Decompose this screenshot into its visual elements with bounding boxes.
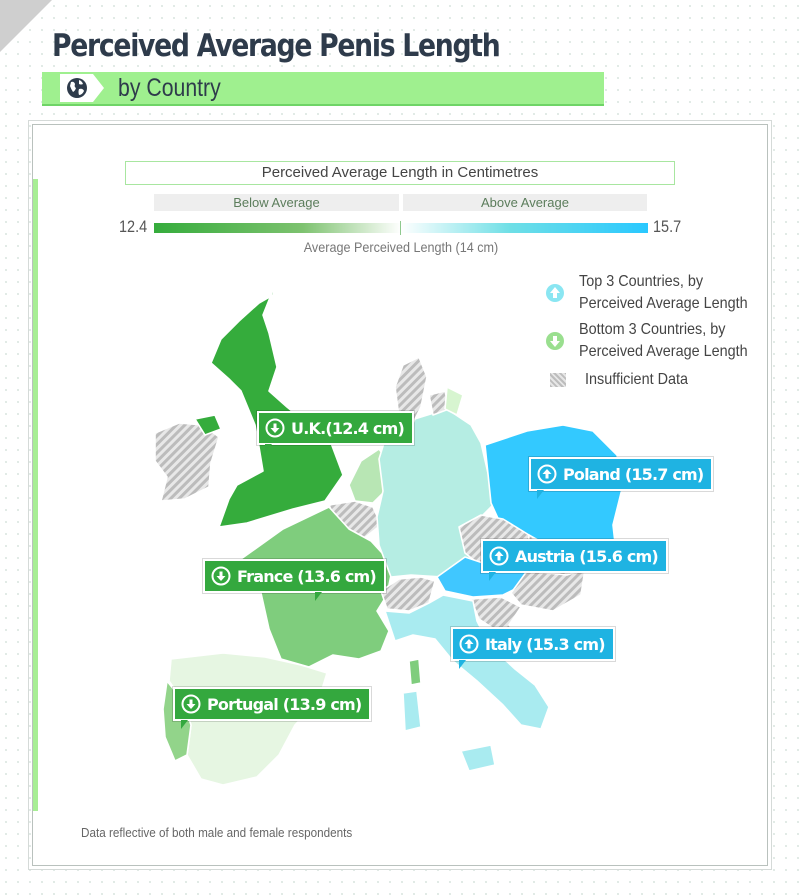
arrow-down-circle-icon bbox=[546, 332, 564, 350]
country-denmark bbox=[394, 356, 428, 424]
callout-italy-label: Italy (15.3 cm) bbox=[485, 634, 606, 654]
arrow-down-circle-icon bbox=[211, 566, 231, 586]
average-caption: Average Perceived Length (14 cm) bbox=[303, 239, 499, 255]
page-title: Perceived Average Penis Length bbox=[52, 28, 501, 64]
globe-icon bbox=[67, 78, 87, 98]
legend-insufficient-label: Insufficient Data bbox=[585, 371, 688, 388]
callout-italy: Italy (15.3 cm) bbox=[451, 627, 615, 669]
corsica bbox=[408, 658, 422, 686]
legend-top3-line2: Perceived Average Length bbox=[579, 295, 748, 312]
callout-austria: Austria (15.6 cm) bbox=[481, 539, 668, 581]
color-scale-bar bbox=[154, 223, 648, 233]
europe-map bbox=[154, 274, 624, 786]
arrow-down-circle-icon bbox=[265, 418, 285, 438]
legend-title: Perceived Average Length in Centimetres bbox=[125, 161, 675, 185]
legend-bottom3-line2: Perceived Average Length bbox=[579, 343, 748, 360]
legend-top3: Top 3 Countries, by Perceived Average Len… bbox=[545, 271, 766, 315]
callout-france: France (13.6 cm) bbox=[203, 559, 386, 601]
country-italy bbox=[384, 594, 550, 730]
callout-uk: U.K.(12.4 cm) bbox=[257, 411, 414, 453]
legend-bottom3-line1: Bottom 3 Countries, by bbox=[579, 321, 726, 338]
above-average-label: Above Average bbox=[403, 194, 647, 211]
country-uk bbox=[210, 274, 344, 528]
arrow-up-circle-icon bbox=[537, 464, 557, 484]
arrow-up-circle-icon bbox=[489, 546, 509, 566]
arrow-up-circle-icon bbox=[546, 284, 564, 302]
callout-poland-label: Poland (15.7 cm) bbox=[563, 464, 704, 484]
callout-austria-label: Austria (15.6 cm) bbox=[515, 546, 659, 566]
callout-portugal: Portugal (13.9 cm) bbox=[173, 687, 372, 729]
country-ireland bbox=[154, 422, 220, 502]
country-hungary bbox=[510, 568, 586, 612]
subtitle-banner: by Country bbox=[42, 72, 604, 106]
scale-min-label: 12.4 bbox=[119, 217, 148, 236]
country-switzerland bbox=[380, 576, 436, 612]
panel-accent-stripe bbox=[33, 179, 38, 811]
average-tick bbox=[400, 221, 401, 235]
corner-decoration bbox=[0, 0, 52, 52]
legend-insufficient: Insufficient Data bbox=[545, 369, 699, 391]
country-northern-ireland bbox=[194, 414, 222, 436]
arrow-up-circle-icon bbox=[459, 634, 479, 654]
globe-badge bbox=[60, 74, 104, 102]
callout-uk-label: U.K.(12.4 cm) bbox=[291, 418, 405, 438]
callout-poland: Poland (15.7 cm) bbox=[529, 457, 714, 499]
callout-portugal-label: Portugal (13.9 cm) bbox=[207, 694, 362, 714]
country-italy-sicily bbox=[460, 744, 496, 772]
country-italy-sardinia bbox=[402, 690, 422, 732]
scale-max-label: 15.7 bbox=[653, 217, 682, 236]
footnote: Data reflective of both male and female … bbox=[81, 825, 353, 840]
map-panel: Perceived Average Length in Centimetres … bbox=[28, 120, 772, 870]
callout-france-label: France (13.6 cm) bbox=[237, 566, 377, 586]
legend-bottom3: Bottom 3 Countries, by Perceived Average … bbox=[545, 319, 766, 363]
below-average-label: Below Average bbox=[154, 194, 399, 211]
page-subtitle: by Country bbox=[118, 74, 221, 102]
country-sweden-tip bbox=[444, 386, 464, 416]
legend-top3-line1: Top 3 Countries, by bbox=[579, 273, 704, 290]
arrow-down-circle-icon bbox=[181, 694, 201, 714]
hatch-swatch bbox=[550, 373, 566, 387]
